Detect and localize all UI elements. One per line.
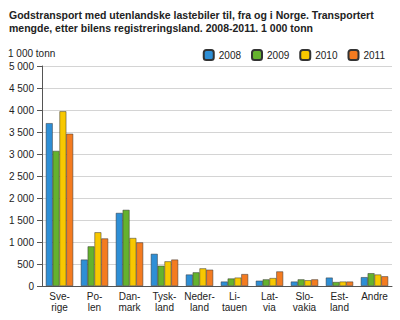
svg-text:land: land	[330, 302, 349, 313]
svg-text:3 500: 3 500	[9, 127, 34, 138]
svg-text:4 000: 4 000	[9, 105, 34, 116]
svg-text:1 000 tonn: 1 000 tonn	[8, 48, 55, 59]
svg-text:Slo-: Slo-	[296, 291, 314, 302]
svg-text:land: land	[190, 302, 209, 313]
svg-text:2009: 2009	[267, 50, 290, 61]
svg-text:Po-: Po-	[87, 291, 103, 302]
svg-text:Li-: Li-	[229, 291, 240, 302]
svg-text:4 500: 4 500	[9, 83, 34, 94]
svg-text:0: 0	[28, 281, 34, 292]
svg-text:Godstransport med utenlandske: Godstransport med utenlandske lastebiler…	[9, 9, 377, 21]
svg-text:5 000: 5 000	[9, 61, 34, 72]
svg-text:vakia: vakia	[293, 302, 317, 313]
svg-text:2011: 2011	[363, 50, 385, 61]
svg-text:tauen: tauen	[222, 302, 247, 313]
svg-text:Sve-: Sve-	[49, 291, 70, 302]
svg-text:3 000: 3 000	[9, 149, 34, 160]
svg-text:rige: rige	[51, 302, 68, 313]
svg-text:Tysk-: Tysk-	[153, 291, 177, 302]
svg-text:Andre: Andre	[361, 291, 388, 302]
svg-text:mark: mark	[118, 302, 141, 313]
svg-text:500: 500	[17, 259, 34, 270]
svg-text:2008: 2008	[219, 50, 242, 61]
svg-text:mengde, etter bilens registrer: mengde, etter bilens registreringsland. …	[9, 22, 313, 34]
svg-text:2010: 2010	[315, 50, 338, 61]
svg-text:2 500: 2 500	[9, 171, 34, 182]
svg-text:2 000: 2 000	[9, 193, 34, 204]
svg-text:1 000: 1 000	[9, 237, 34, 248]
svg-text:Dan-: Dan-	[119, 291, 141, 302]
svg-text:land: land	[155, 302, 174, 313]
svg-text:Est-: Est-	[331, 291, 349, 302]
svg-text:Neder-: Neder-	[184, 291, 215, 302]
svg-text:via: via	[263, 302, 276, 313]
svg-text:len: len	[88, 302, 101, 313]
svg-text:Lat-: Lat-	[261, 291, 278, 302]
svg-text:1 500: 1 500	[9, 215, 34, 226]
